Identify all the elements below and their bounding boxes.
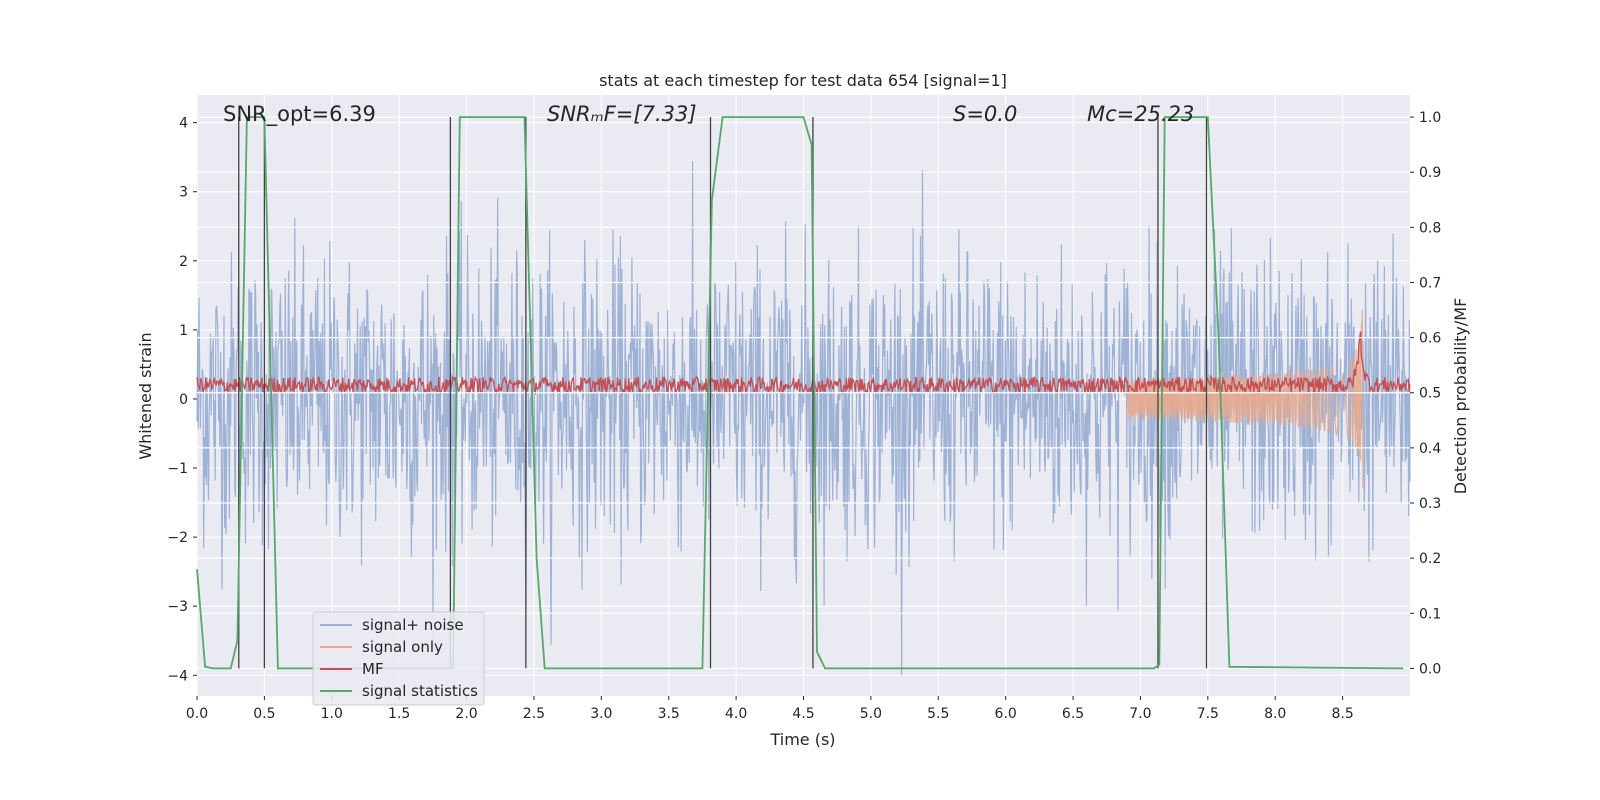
y-tick-label: 1 (179, 323, 188, 339)
y-right-tick-label: 0.3 (1419, 496, 1441, 512)
x-tick-label: 3.5 (658, 706, 680, 722)
y-tick-label: −2 (167, 530, 188, 546)
x-tick-label: 1.5 (388, 706, 410, 722)
signal-only-trace (1126, 309, 1364, 489)
y-tick-label: 2 (179, 254, 188, 270)
y-right-tick-label: 1.0 (1419, 110, 1441, 126)
y-tick-label: −4 (167, 668, 188, 684)
series-signal-statistics (196, 116, 1404, 670)
y-right-tick-label: 0.8 (1419, 220, 1441, 236)
x-tick-label: 2.5 (523, 706, 545, 722)
y-tick-label: 3 (179, 185, 188, 201)
x-tick-label: 0.5 (253, 706, 275, 722)
y-right-tick-label: 0.9 (1419, 165, 1441, 181)
x-tick-label: 5.5 (927, 706, 949, 722)
series-mf (196, 331, 1411, 396)
x-tick-label: 2.0 (455, 706, 477, 722)
signal-statistics-trace (196, 116, 1404, 670)
y-right-axis-label: Detection probability/MF (1451, 298, 1470, 495)
x-axis-label: Time (s) (769, 730, 835, 749)
mf-trace (196, 331, 1411, 396)
x-tick-label: 7.0 (1129, 706, 1151, 722)
y-right-tick-labels: 1.0 0.9 0.8 0.7 0.6 0.5 0.4 0.3 0.2 0.1 0.0 (1410, 110, 1441, 677)
x-tick-label: 6.5 (1062, 706, 1084, 722)
x-tick-label: 6.0 (995, 706, 1017, 722)
series-signal-noise (196, 161, 1411, 676)
legend-box (312, 611, 485, 706)
x-tick-labels: 0.0 0.5 1.0 1.5 2.0 2.5 3.0 3.5 4.0 4.5 5.0 5.5 6.0 6… (186, 696, 1354, 722)
y-right-tick-label: 0.0 (1419, 661, 1441, 677)
y-tick-label: 0 (179, 392, 188, 408)
x-tick-label: 8.0 (1264, 706, 1286, 722)
y-right-tick-label: 0.4 (1419, 441, 1441, 457)
noise-trace (196, 161, 1411, 676)
legend-label-mf: MF (362, 660, 384, 678)
chart-title: stats at each timestep for test data 654… (599, 71, 1007, 90)
annotation-snr-opt: SNR_opt=6.39 (223, 102, 376, 127)
y-right-tick-label: 0.1 (1419, 606, 1441, 622)
series-signal-only (1126, 309, 1364, 489)
y-right-tick-label: 0.7 (1419, 275, 1441, 291)
x-tick-label: 4.0 (725, 706, 747, 722)
y-tick-label: −3 (167, 599, 188, 615)
y-axis-label: Whitened strain (136, 332, 155, 459)
y-right-tick-label: 0.2 (1419, 551, 1441, 567)
legend: signal+ noise signal only MF signal stat… (312, 611, 485, 706)
annotation-mc: Mᴄ=25.23 (1087, 102, 1194, 126)
y-tick-label: 4 (179, 116, 188, 132)
x-tick-label: 4.5 (792, 706, 814, 722)
annotation-s: S=0.0 (953, 102, 1017, 126)
x-tick-label: 3.0 (590, 706, 612, 722)
x-tick-label: 8.5 (1331, 706, 1353, 722)
legend-label-noise: signal+ noise (362, 616, 464, 634)
y-tick-label: −1 (167, 461, 188, 477)
x-tick-label: 5.0 (860, 706, 882, 722)
annotation-snr-mf: SNRₘF=[7.33] (547, 102, 697, 126)
y-tick-labels: 4 3 2 1 0 −1 −2 −3 −4 (167, 116, 197, 684)
legend-label-signal-statistics: signal statistics (362, 682, 478, 700)
legend-label-signal-only: signal only (362, 638, 443, 656)
x-tick-label: 1.0 (321, 706, 343, 722)
y-right-tick-label: 0.5 (1419, 386, 1441, 402)
x-tick-label: 0.0 (186, 706, 208, 722)
y-right-tick-label: 0.6 (1419, 331, 1441, 347)
x-tick-label: 7.5 (1197, 706, 1219, 722)
